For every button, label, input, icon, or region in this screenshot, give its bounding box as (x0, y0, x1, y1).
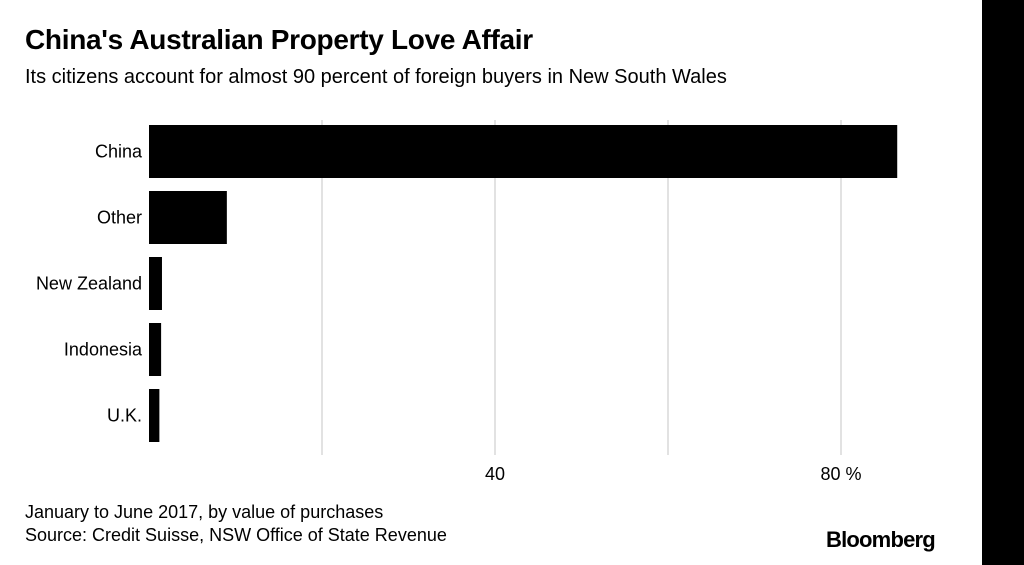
bar (149, 191, 227, 244)
category-label: New Zealand (36, 274, 142, 294)
x-tick-label: 80 % (820, 464, 861, 484)
bar (149, 389, 160, 442)
bar (149, 125, 898, 178)
bar (149, 257, 162, 310)
bar-chart: China Other New Zealand Indonesia U.K. 40 80 … (36, 120, 898, 484)
bar (149, 323, 162, 376)
chart-subtitle: Its citizens account for almost 90 perce… (25, 66, 727, 88)
bars (149, 125, 898, 442)
category-labels: China Other New Zealand Indonesia U.K. (36, 142, 143, 426)
right-edge-strip (982, 0, 1024, 565)
bloomberg-logo: Bloomberg (826, 527, 936, 552)
category-label: Indonesia (64, 340, 143, 360)
category-label: Other (97, 208, 142, 228)
chart-note: January to June 2017, by value of purcha… (25, 502, 384, 522)
chart-title: China's Australian Property Love Affair (25, 24, 533, 55)
chart-source: Source: Credit Suisse, NSW Office of Sta… (25, 525, 447, 545)
category-label: U.K. (107, 406, 142, 426)
x-tick-labels: 40 80 % (485, 464, 862, 484)
x-tick-label: 40 (485, 464, 505, 484)
category-label: China (95, 142, 143, 162)
